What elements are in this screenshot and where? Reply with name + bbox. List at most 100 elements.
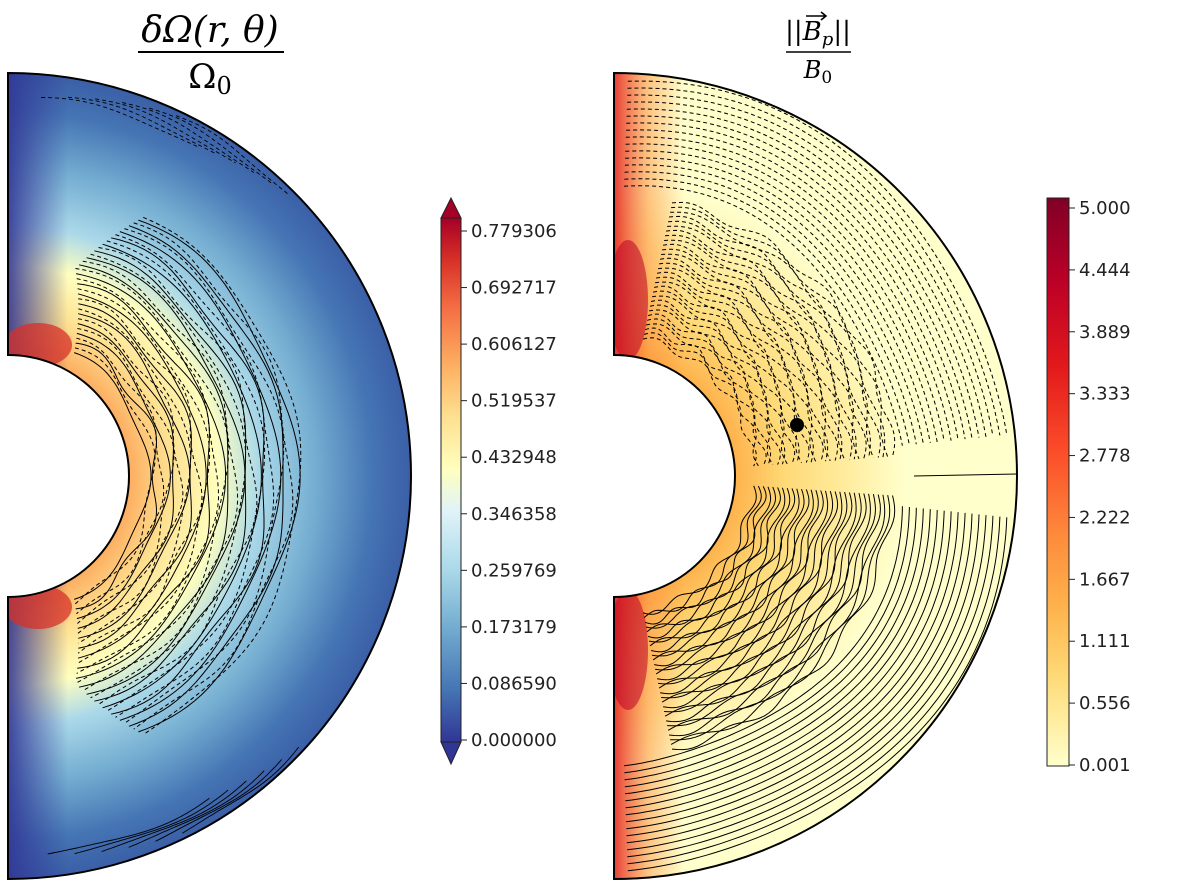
right-field-line: [649, 487, 786, 643]
left-field-line: [77, 293, 207, 659]
left-field-line: [124, 228, 285, 724]
left-field-line: [78, 264, 229, 688]
left-colorbar-tick-label: 0.779306: [471, 221, 557, 242]
right-colorbar-tick-label: 5.000: [1079, 198, 1131, 219]
right-field-line: [642, 485, 757, 615]
right-field-line: [627, 515, 987, 851]
left-field-line: [155, 759, 283, 842]
left-title-numerator: δΩ(r, θ): [141, 10, 278, 51]
left-field-line: [74, 352, 152, 600]
right-red-south: [614, 590, 648, 710]
right-field-line: [627, 80, 1008, 435]
left-red-south: [8, 585, 72, 629]
right-field-line: [650, 488, 796, 653]
left-title: δΩ(r, θ) Ω0: [138, 10, 284, 100]
right-field-line: [656, 276, 817, 463]
right-field-line: [626, 514, 980, 844]
right-field-line: [670, 495, 891, 745]
right-field-line: [627, 87, 1001, 436]
right-colorbar-tick-label: 3.333: [1079, 384, 1131, 405]
left-field-line: [128, 770, 265, 848]
left-field-line: [78, 303, 192, 649]
left-shell-outline: [7, 71, 412, 881]
right-title: ||Bp|| B0: [785, 11, 851, 88]
left-field-line: [77, 298, 203, 654]
left-axis-band: [8, 73, 68, 879]
left-colorbar-tick-label: 0.086590: [471, 673, 557, 694]
right-panel: ||Bp|| B0: [613, 11, 1018, 881]
left-field-line: [175, 115, 290, 196]
left-field-line: [74, 789, 229, 855]
right-field-line: [660, 491, 839, 695]
left-colorbar-tick-label: 0.259769: [471, 560, 557, 581]
right-field-line: [667, 493, 871, 727]
right-field-line: [657, 490, 824, 681]
left-title-denominator: Ω0: [188, 57, 231, 100]
right-colorbar-tick-label: 1.111: [1079, 631, 1131, 652]
right-field-line: [625, 150, 938, 443]
right-field-line: [626, 512, 959, 823]
right-field-line: [671, 495, 896, 751]
right-field-line: [666, 493, 867, 723]
right-field-line: [624, 506, 910, 774]
right-colorbar-tick-label: 3.889: [1079, 322, 1131, 343]
right-field-line: [626, 122, 966, 440]
right-field-line: [665, 234, 860, 460]
left-field-line: [76, 332, 171, 620]
left-panel: δΩ(r, θ) Ω0: [7, 10, 412, 881]
right-field-line: [649, 487, 791, 647]
left-field-line: [77, 323, 174, 629]
right-field-line: [671, 201, 896, 457]
right-field-line: [658, 490, 834, 689]
right-field-line: [657, 271, 824, 462]
right-field-line: [626, 512, 966, 830]
right-field-line: [669, 494, 881, 737]
left-field-line: [75, 273, 227, 679]
right-field-line: [646, 486, 772, 629]
right-field-line: [625, 136, 952, 441]
left-field-line: [76, 278, 220, 674]
colorbar-extend-top: [440, 196, 462, 219]
right-field-line: [624, 506, 903, 767]
right-field-line: [627, 515, 994, 858]
left-field-line: [138, 219, 301, 733]
left-shell-fill: [8, 73, 411, 879]
right-field-line: [626, 115, 973, 439]
left-field-line: [142, 216, 302, 736]
right-field-line: [625, 511, 952, 816]
left-field-line: [110, 237, 265, 715]
right-field-line: [663, 492, 853, 709]
left-colorbar-tick-label: 0.432948: [471, 447, 557, 468]
left-colorbar-tick-label: 0.519537: [471, 391, 557, 412]
left-colorbar-tick-label: 0.000000: [471, 730, 557, 751]
right-field-line: [624, 508, 924, 788]
right-field-line: [664, 492, 862, 717]
left-field-line: [101, 780, 247, 852]
left-field-line: [75, 268, 230, 684]
right-field-line: [654, 489, 810, 667]
left-colorbar-tick-label: 0.692717: [471, 278, 557, 299]
colorbar-body: [1046, 197, 1070, 767]
right-field-line: [655, 489, 814, 671]
right-field-line: [644, 486, 767, 625]
right-colorbar-tick-label: 0.556: [1079, 693, 1131, 714]
left-field-line: [67, 96, 218, 155]
left-colorbar: 0.779306 0.692717 0.606127 0.519537 0.432948…: [440, 196, 557, 766]
right-title-denominator: B0: [803, 56, 832, 88]
left-field-line: [82, 260, 239, 692]
right-field-line: [646, 486, 777, 633]
right-field-line: [627, 516, 1001, 865]
left-field-line: [77, 283, 210, 669]
colorbar-extend-bottom: [440, 741, 462, 766]
right-field-line: [647, 313, 781, 465]
left-field-line: [119, 231, 282, 721]
left-field-line: [74, 347, 156, 605]
right-field-line: [913, 473, 1017, 477]
right-field-line: [643, 332, 759, 467]
right-field-line: [662, 248, 846, 461]
left-field-line: [90, 253, 247, 699]
left-colorbar-tick-label: 0.346358: [471, 504, 557, 525]
left-field-line: [94, 250, 247, 702]
right-colorbar-tick-label: 2.778: [1079, 446, 1131, 467]
